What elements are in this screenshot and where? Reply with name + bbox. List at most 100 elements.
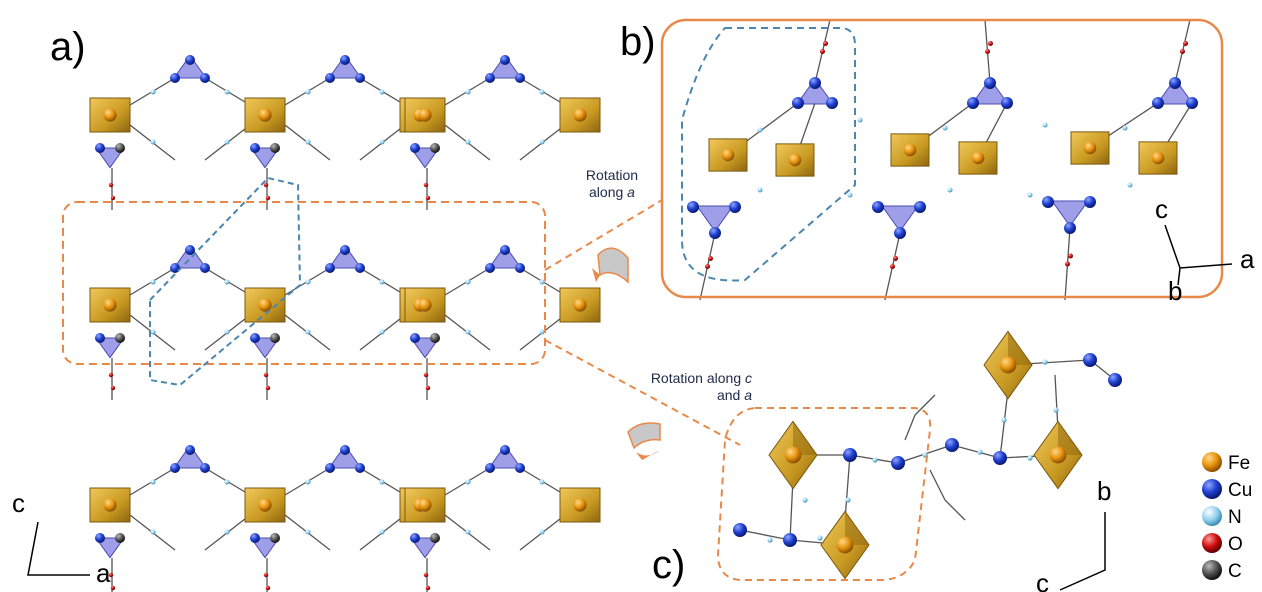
highlight-box-orange-c xyxy=(716,407,932,581)
n-atom xyxy=(465,529,471,535)
cu-atom xyxy=(185,55,195,65)
svg-text:a: a xyxy=(96,558,111,588)
cu-atom xyxy=(500,245,510,255)
cu-atom xyxy=(355,263,365,273)
highlight-box-blue-b xyxy=(681,27,856,282)
n-atom xyxy=(1027,192,1033,198)
cu-atom xyxy=(500,55,510,65)
n-atom xyxy=(817,535,823,541)
cu-atom xyxy=(1152,97,1164,109)
cu-atom xyxy=(325,73,335,83)
octahedron-shade xyxy=(1058,421,1082,455)
axes-a: c a xyxy=(12,488,111,588)
n-atom xyxy=(845,497,851,503)
fe-atom xyxy=(836,536,854,554)
cu-atom xyxy=(894,227,906,239)
cu-tetrahedron xyxy=(796,77,834,105)
n-atom xyxy=(1127,182,1133,188)
cu-atom xyxy=(843,448,857,462)
n-atom xyxy=(465,89,471,95)
cu-atom xyxy=(792,97,804,109)
cu-atom xyxy=(783,533,797,547)
rotation-along-a-line2: along a xyxy=(589,184,635,200)
panel-c-label: c) xyxy=(652,543,685,587)
cu-atom xyxy=(355,463,365,473)
cu-tetrahedron xyxy=(250,147,280,169)
cu-atom xyxy=(340,445,350,455)
c-atom xyxy=(270,143,280,153)
n-atom xyxy=(757,187,763,193)
n-atom xyxy=(539,329,545,335)
svg-text:c: c xyxy=(1036,568,1049,592)
connector-a-to-c xyxy=(544,339,741,446)
fe-atom xyxy=(1049,446,1067,464)
cu-tetrahedron xyxy=(173,444,207,469)
n-atom xyxy=(379,279,385,285)
cu-tetrahedron xyxy=(971,77,1009,105)
cu-atom xyxy=(485,263,495,273)
n-atom xyxy=(379,479,385,485)
n-atom xyxy=(1122,125,1128,131)
rotation-arrow-ca xyxy=(627,422,661,460)
c-atom xyxy=(270,333,280,343)
n-atom xyxy=(379,139,385,145)
cu-atom xyxy=(250,143,260,153)
o-atom xyxy=(988,41,993,46)
svg-text:b: b xyxy=(1097,476,1111,506)
n-atom xyxy=(1042,359,1048,365)
n-atom xyxy=(305,139,311,145)
c-atom xyxy=(430,333,440,343)
cu-atom xyxy=(325,263,335,273)
cu-tetrahedron xyxy=(173,244,207,269)
axes-c: b c xyxy=(1036,476,1111,592)
cu-atom xyxy=(993,451,1007,465)
c-atom xyxy=(115,333,125,343)
o-atom xyxy=(705,264,710,269)
rotation-arrow-a xyxy=(592,247,629,284)
cu-atom xyxy=(945,438,959,452)
fe-atom xyxy=(721,148,735,162)
cu-tetrahedron xyxy=(328,444,362,469)
cu-tetrahedron xyxy=(696,205,734,233)
cu-atom xyxy=(250,533,260,543)
o-atom xyxy=(108,372,114,378)
fe-atom xyxy=(573,298,587,312)
o-atom xyxy=(1068,253,1073,259)
cu-atom xyxy=(410,143,420,153)
svg-text:b: b xyxy=(1168,276,1182,306)
cu-atom xyxy=(1084,196,1096,208)
c-atom xyxy=(430,533,440,543)
o-atom xyxy=(1180,49,1185,54)
fe-atom xyxy=(573,498,587,512)
n-atom xyxy=(150,89,156,95)
cu-atom xyxy=(200,73,210,83)
n-atom xyxy=(1042,122,1048,128)
fe-atom xyxy=(788,153,802,167)
o-atom xyxy=(423,182,429,188)
o-atom xyxy=(263,372,269,378)
o-atom xyxy=(1183,41,1188,46)
n-atom xyxy=(465,139,471,145)
axes-b: c a b xyxy=(1155,194,1255,306)
fe-atom xyxy=(573,108,587,122)
c-atom xyxy=(115,143,125,153)
n-atom xyxy=(224,139,230,145)
o-atom xyxy=(265,195,271,201)
panel-b-frame xyxy=(660,18,1224,299)
cu-atom xyxy=(984,77,996,89)
cu-atom xyxy=(729,201,741,213)
o-atom xyxy=(265,385,271,391)
cu-atom xyxy=(485,463,495,473)
cu-atom xyxy=(914,201,926,213)
n-atom xyxy=(847,192,853,198)
n-atom xyxy=(465,329,471,335)
cu-atom xyxy=(355,73,365,83)
cu-atom xyxy=(200,263,210,273)
legend-swatch xyxy=(1202,452,1222,472)
o-atom xyxy=(708,256,713,261)
o-atom xyxy=(985,49,990,54)
o-atom xyxy=(423,572,429,578)
bond-line xyxy=(1054,374,1059,431)
svg-text:c: c xyxy=(12,488,25,518)
rotation-along-c-and-a-line1: Rotation along c xyxy=(651,370,752,386)
